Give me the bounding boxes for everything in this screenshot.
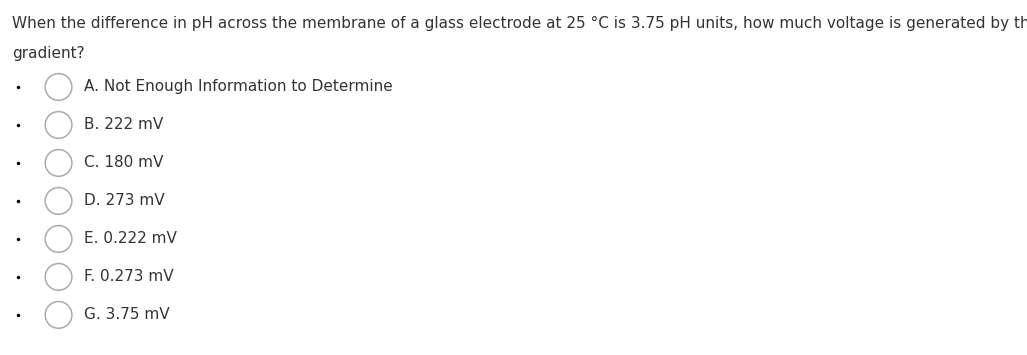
Text: G. 3.75 mV: G. 3.75 mV xyxy=(84,307,169,322)
Text: A. Not Enough Information to Determine: A. Not Enough Information to Determine xyxy=(84,80,393,94)
Text: When the difference in pH across the membrane of a glass electrode at 25 °C is 3: When the difference in pH across the mem… xyxy=(12,16,1027,31)
Text: D. 273 mV: D. 273 mV xyxy=(84,193,165,208)
Text: C. 180 mV: C. 180 mV xyxy=(84,155,163,170)
Text: E. 0.222 mV: E. 0.222 mV xyxy=(84,231,177,246)
Text: F. 0.273 mV: F. 0.273 mV xyxy=(84,269,174,284)
Text: gradient?: gradient? xyxy=(12,46,85,61)
Text: B. 222 mV: B. 222 mV xyxy=(84,118,163,132)
